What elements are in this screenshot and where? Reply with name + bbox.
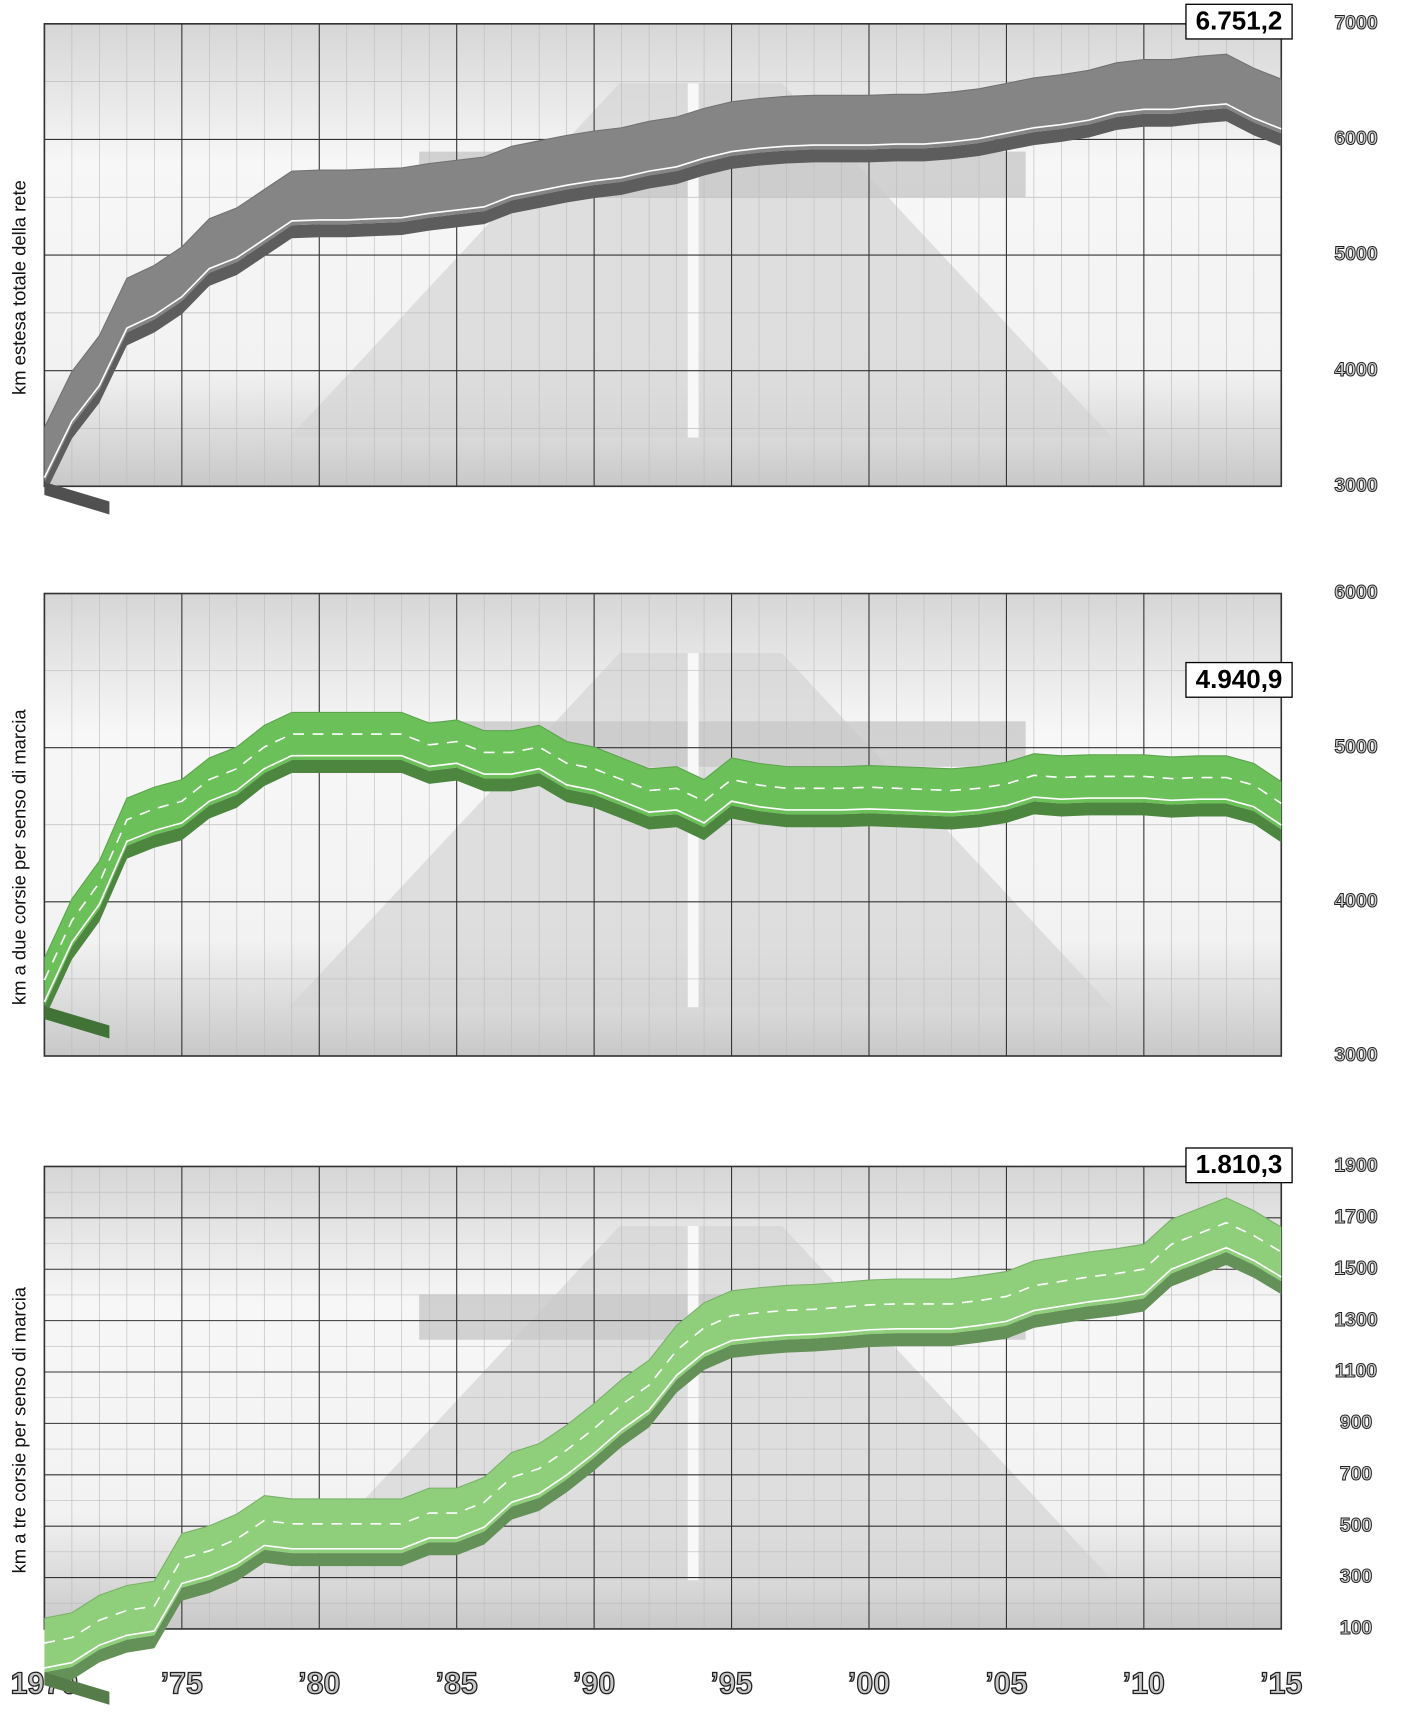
y-tick-label: 5000 [1334,243,1378,265]
annotation-box [1185,1147,1293,1184]
y-tick-label: 300 [1340,1566,1373,1588]
plot-frame [43,1165,1283,1630]
x-tick-label: ’05 [985,1667,1027,1700]
y-tick-label: 100 [1340,1617,1373,1639]
annotation-text: 6.751,2 [1196,6,1283,36]
y-tick-label: 900 [1340,1412,1373,1434]
x-tick-label: ’90 [573,1667,615,1700]
annotation-box [1185,3,1293,40]
y-tick-label: 3000 [1334,1044,1378,1066]
ribbon-side [44,760,1282,1020]
ribbon-face [44,712,1282,1007]
y-tick-label: 1500 [1334,1257,1378,1279]
series-line [43,53,1282,429]
y-axis-title: km estesa totale della rete [8,180,29,395]
y-tick-label: 6000 [1334,128,1378,150]
x-tick-label: ’95 [710,1667,752,1700]
plot-frame [43,23,1283,488]
ribbon-cap [44,1006,110,1039]
ribbon-cap [44,481,110,515]
ribbon-side [44,108,1282,495]
y-tick-label: 6000 [1334,582,1378,604]
y-tick-label: 4000 [1334,359,1378,381]
series-line [44,1197,1282,1619]
ribbon-side [44,1251,1282,1686]
annotation-text: 4.940,9 [1196,664,1283,694]
x-tick-label: ’75 [161,1667,203,1700]
annotation: 1.810,3 [1185,1147,1293,1184]
y-tick-label: 4000 [1334,890,1378,912]
y-tick-label: 1700 [1334,1206,1378,1228]
ribbon-cap [44,1672,110,1705]
lane-decoration [687,83,699,438]
x-tick-label: ’00 [848,1667,890,1700]
ribbon-edge-line [44,1246,1282,1669]
y-axis-title: km a tre corsie per senso di marcia [8,1286,29,1573]
ribbon-center-line [43,733,1282,981]
x-tick-label: ’10 [1123,1667,1165,1700]
y-tick-label: 7000 [1334,12,1378,34]
series-line [43,711,1282,959]
y-tick-label: 1300 [1334,1309,1378,1331]
y-tick-label: 500 [1340,1514,1373,1536]
ribbon-edge-line [43,754,1282,1003]
road-decoration [289,83,1113,438]
ribbon-face [44,1197,1282,1673]
y-tick-label: 5000 [1334,736,1378,758]
x-tick-label: ’80 [298,1667,340,1700]
annotation: 4.940,9 [1185,661,1293,698]
x-tick-label: ’15 [1260,1667,1302,1700]
y-axis-title: km a due corsie per senso di marcia [8,709,29,1005]
y-tick-label: 1100 [1335,1360,1377,1382]
ribbon-edge-line [43,103,1282,478]
ribbon-face [44,54,1282,482]
y-tick-label: 1900 [1334,1155,1378,1177]
annotation-text: 1.810,3 [1196,1149,1283,1179]
x-tick-label: ’85 [436,1667,478,1700]
y-tick-label: 3000 [1334,474,1378,496]
annotation: 6.751,2 [1185,3,1293,40]
annotation-box [1185,661,1293,698]
lane-decoration [687,1226,699,1581]
y-tick-label: 700 [1340,1463,1373,1485]
